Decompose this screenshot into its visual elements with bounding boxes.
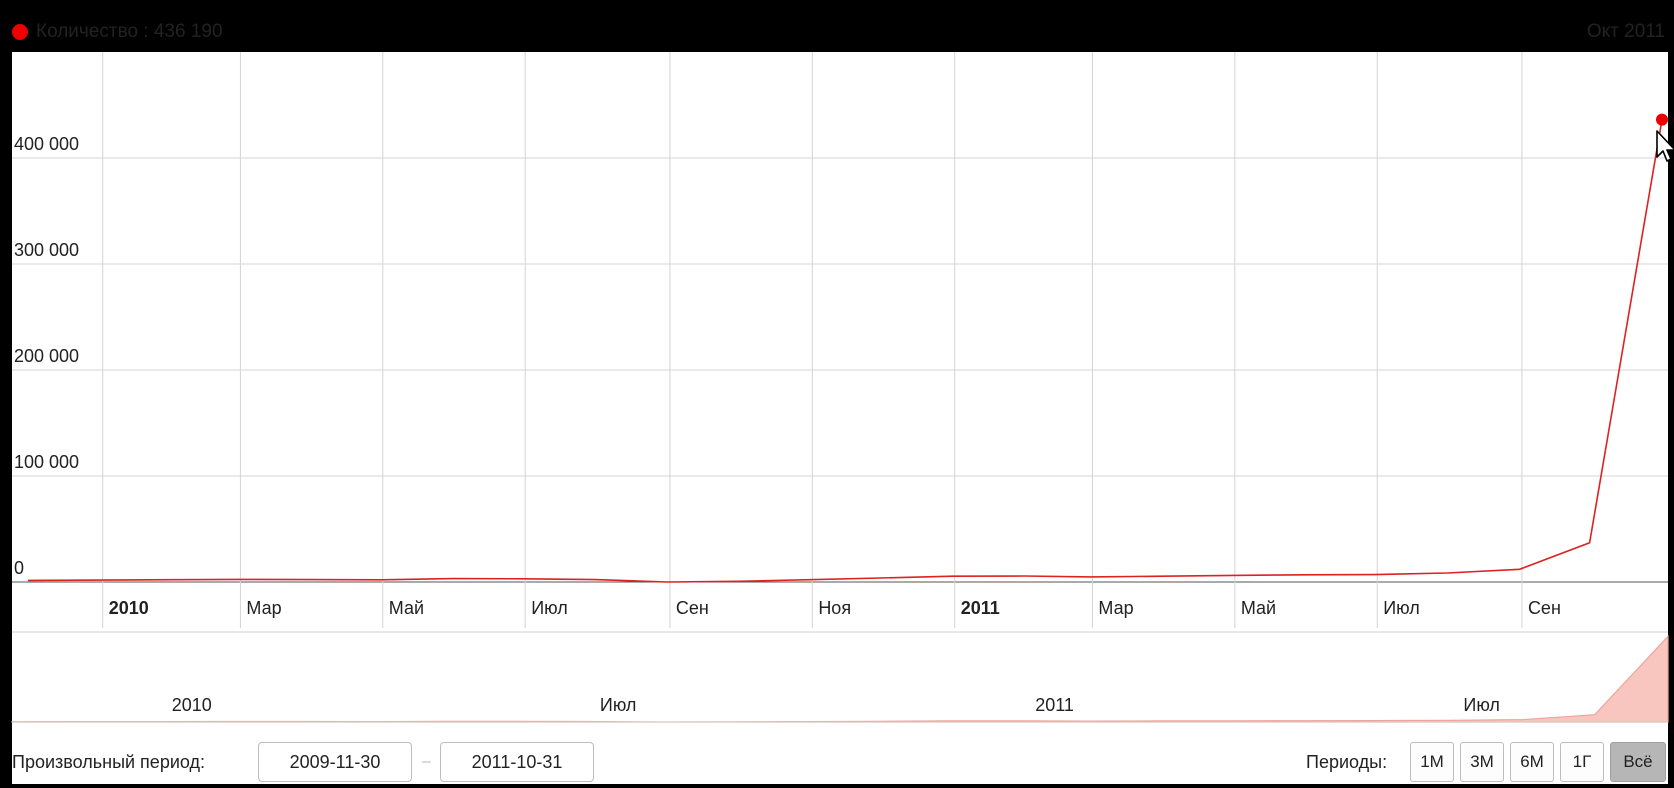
- period-button-all[interactable]: Всё: [1610, 742, 1666, 782]
- y-tick-label: 0: [14, 558, 24, 578]
- y-tick-label: 400 000: [14, 134, 79, 154]
- x-tick-label: Сен: [676, 598, 709, 618]
- date-from-input[interactable]: 2009-11-30: [258, 742, 412, 782]
- legend-label: Количество : 436 190: [36, 21, 223, 42]
- period-button-6m[interactable]: 6М: [1510, 742, 1554, 782]
- controls-bar: Произвольный период: 2009-11-30 – 2011-1…: [12, 742, 1668, 782]
- plot-area[interactable]: [12, 52, 1668, 630]
- x-tick-label: Май: [1241, 598, 1276, 618]
- legend-series-dot: [12, 24, 28, 40]
- date-to-input[interactable]: 2011-10-31: [440, 742, 594, 782]
- periods-label: Периоды:: [1306, 752, 1388, 772]
- x-tick-label: Мар: [246, 598, 281, 618]
- navigator[interactable]: 2010 Июл 2011 Июл: [11, 631, 1669, 723]
- y-tick-label: 300 000: [14, 240, 79, 260]
- navigator-tick-label: 2011: [1035, 695, 1074, 715]
- navigator-tick-label: Июл: [600, 695, 637, 715]
- x-tick-label: Июл: [1383, 598, 1420, 618]
- x-tick-label: Мар: [1098, 598, 1133, 618]
- series-layer: [27, 113, 1668, 583]
- x-tick-label: 2010: [109, 598, 149, 618]
- legend-item[interactable]: Количество : 436 190: [12, 17, 223, 47]
- x-tick-label: 2011: [961, 598, 1000, 618]
- navigator-tick-label: Июл: [1463, 695, 1500, 715]
- series-line: [27, 119, 1663, 583]
- mouse-cursor-icon: [1656, 130, 1674, 162]
- x-tick-label: Сен: [1528, 598, 1561, 618]
- y-tick-label: 200 000: [14, 346, 79, 366]
- custom-period-label: Произвольный период:: [12, 752, 205, 772]
- period-button-1y[interactable]: 1Г: [1560, 742, 1604, 782]
- highlighted-point-marker[interactable]: [1656, 113, 1668, 126]
- y-tick-label: 100 000: [14, 452, 79, 472]
- hover-date-label: Окт 2011: [1586, 21, 1665, 42]
- x-tick-label: Ноя: [818, 598, 851, 618]
- x-tick-label: Июл: [531, 598, 568, 618]
- x-tick-label: Май: [389, 598, 424, 618]
- period-button-1m[interactable]: 1М: [1410, 742, 1454, 782]
- navigator-tick-label: 2010: [172, 695, 212, 715]
- grid-layer: [12, 52, 1668, 628]
- period-button-3m[interactable]: 3М: [1460, 742, 1504, 782]
- y-axis: 0 100 000 200 000 300 000 400 000: [14, 134, 79, 578]
- date-range-separator: –: [422, 753, 431, 770]
- x-axis: 2010 Мар Май Июл Сен Ноя 2011 Мар Май Июл Сен: [109, 598, 1561, 618]
